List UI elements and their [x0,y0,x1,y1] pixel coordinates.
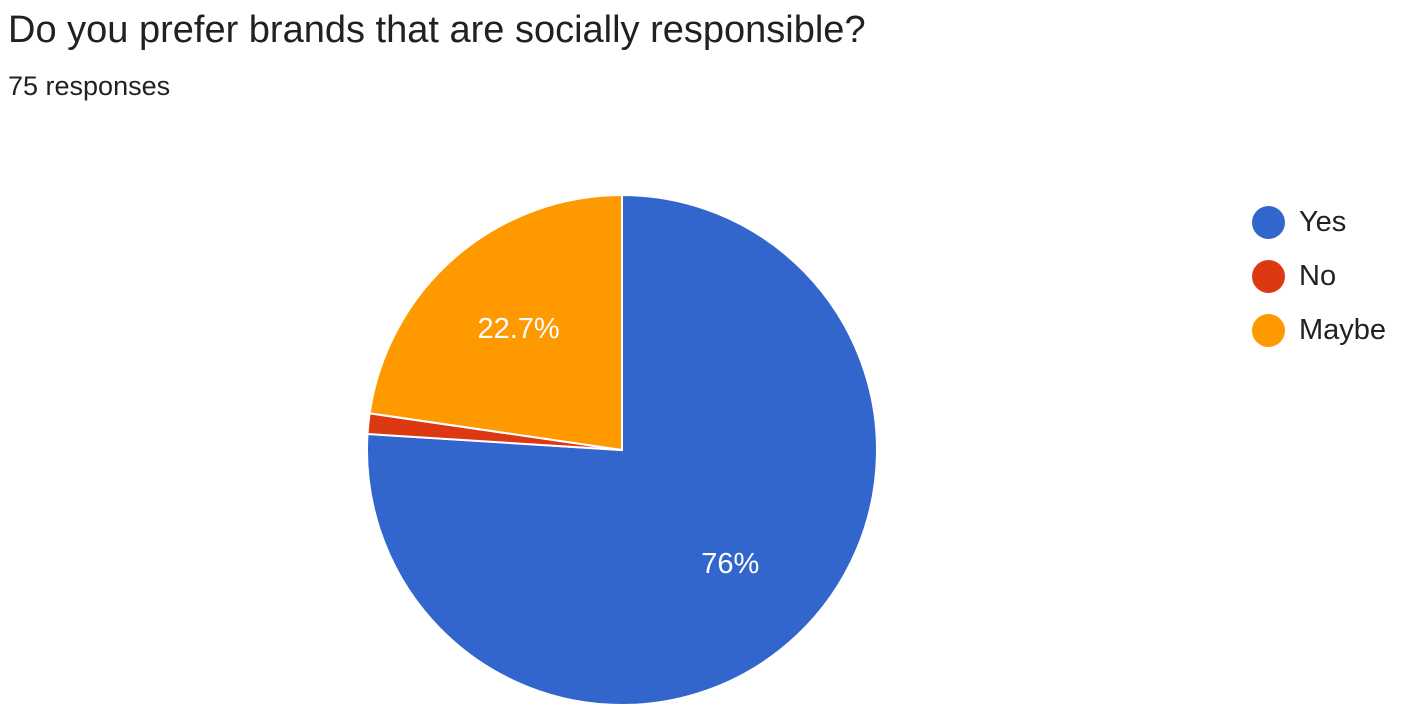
legend-swatch-maybe [1252,313,1285,347]
pie-slice-maybe[interactable] [368,193,623,452]
legend-label-no: No [1299,259,1337,292]
legend-swatch-yes [1252,205,1285,239]
pie-slice-yes[interactable] [366,193,878,706]
legend-item-yes[interactable]: Yes [1252,195,1386,249]
legend-item-no[interactable]: No [1252,249,1386,303]
legend-label-yes: Yes [1299,205,1347,238]
chart-title: Do you prefer brands that are socially r… [8,9,866,51]
legend: Yes No Maybe [1252,195,1386,357]
response-count: 75 responses [8,71,171,101]
legend-label-maybe: Maybe [1299,313,1387,346]
legend-swatch-no [1252,259,1285,293]
slice-label-yes: 76% [701,548,759,580]
slice-label-maybe: 22.7% [477,313,559,345]
legend-item-maybe[interactable]: Maybe [1252,303,1386,357]
